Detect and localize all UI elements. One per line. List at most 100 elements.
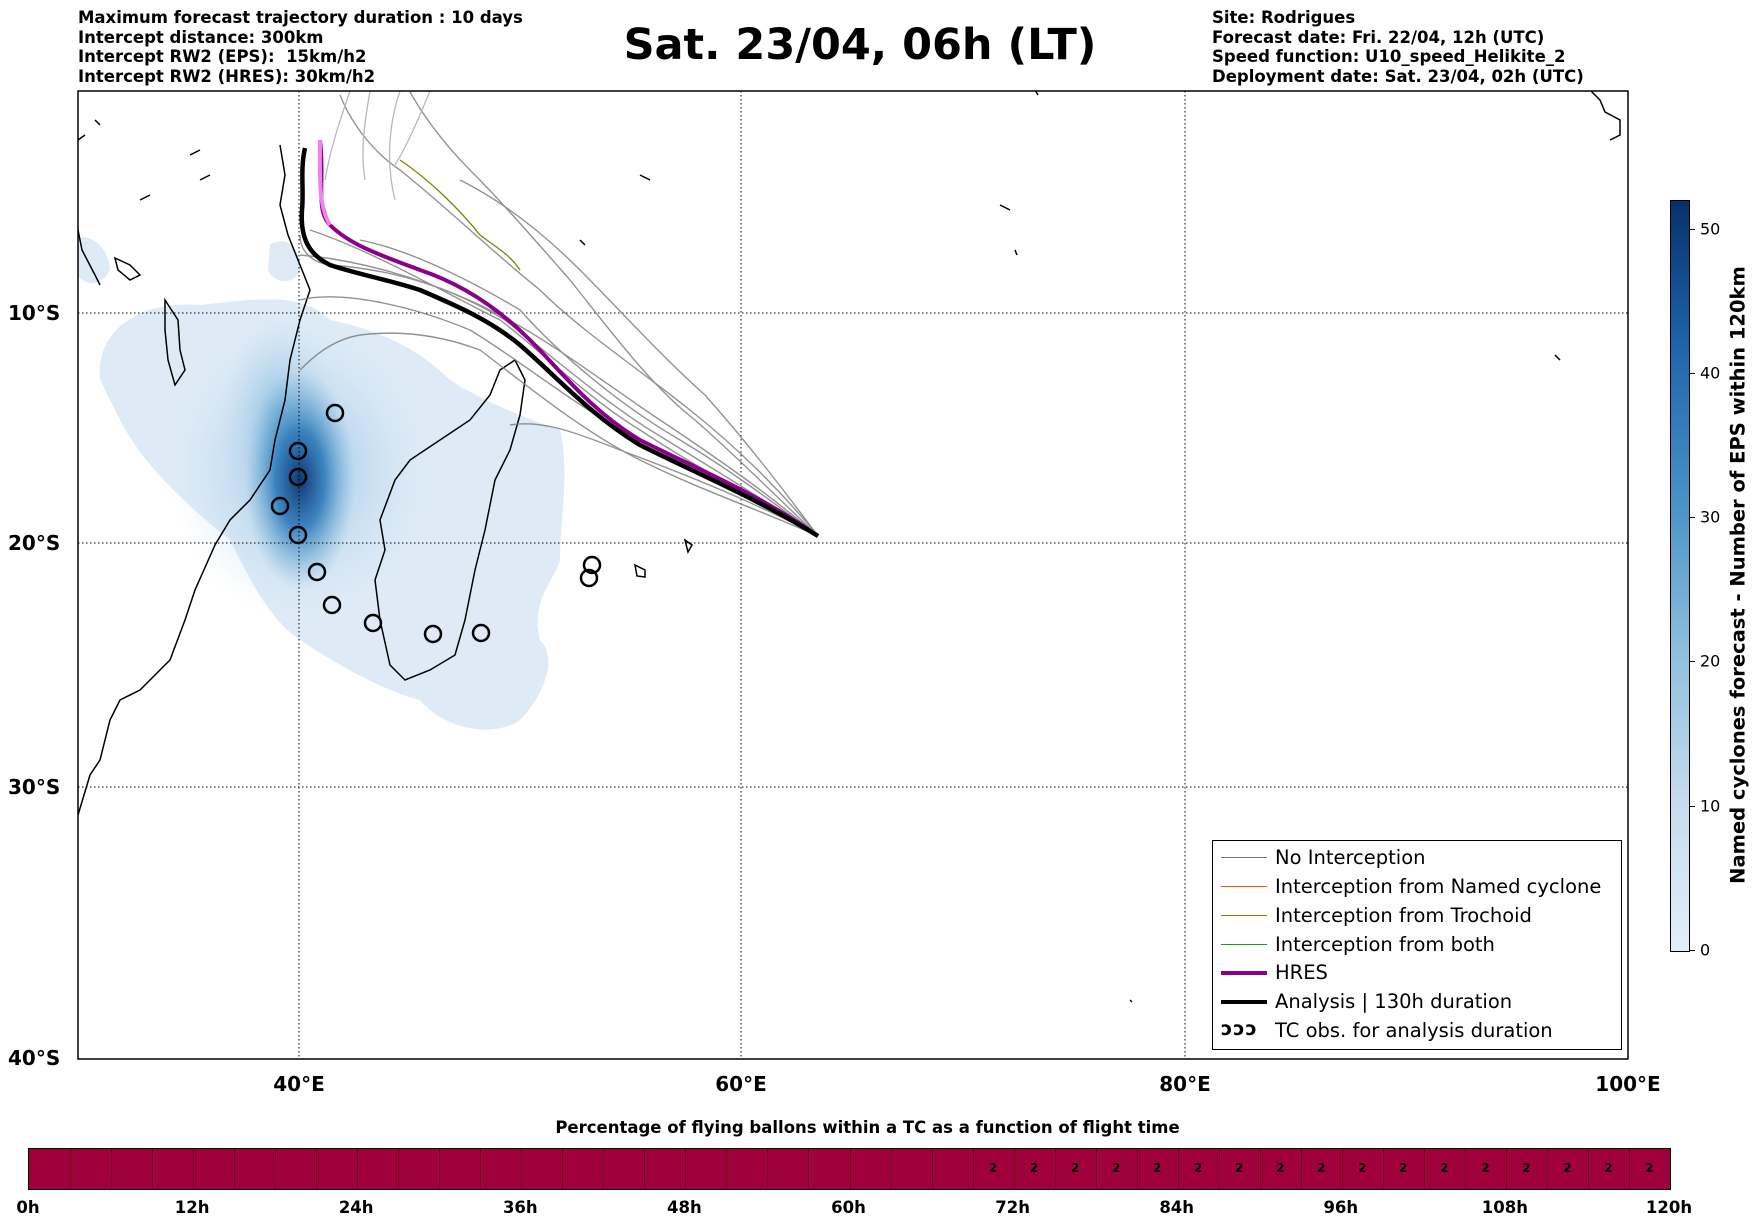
flight-time-cell [931, 1149, 974, 1189]
flight-time-cell [1054, 1149, 1097, 1189]
flight-time-cell [1341, 1149, 1384, 1189]
flight-time-cell [316, 1149, 358, 1189]
flight-time-cell [480, 1149, 522, 1189]
density-core [245, 370, 355, 590]
density-field [78, 237, 565, 730]
header-line: Forecast date: Fri. 22/04, 12h (UTC) [1212, 27, 1545, 47]
flight-time-value: 2 [1481, 1161, 1490, 1175]
island-coastline [683, 538, 693, 554]
colorbar-tick-label: 0 [1700, 940, 1711, 960]
flight-time-value: 2 [1194, 1161, 1203, 1175]
flight-time-value: 2 [1111, 1161, 1121, 1175]
header-line: Intercept RW2 (HRES): 30km/h2 [78, 66, 376, 86]
madagascar-coastline [374, 358, 526, 681]
flight-time-cell [1177, 1149, 1220, 1189]
legend-label: Analysis | 130h duration [1275, 990, 1513, 1013]
colorbar-tick-label: 10 [1700, 796, 1721, 816]
trajectory-no-interception [362, 91, 371, 181]
legend-label: Interception from Named cyclone [1275, 875, 1602, 898]
header-line: Deployment date: Sat. 23/04, 02h (UTC) [1212, 66, 1584, 86]
colorbar-tick-label: 30 [1700, 507, 1721, 527]
flight-time-value: 2 [1399, 1161, 1408, 1175]
tc-obs-marker [423, 624, 443, 644]
flight-time-value: 2 [1604, 1161, 1613, 1175]
flight-time-cell [562, 1149, 604, 1189]
flight-time-tick-label: 96h [1323, 1198, 1359, 1217]
flight-time-tick-label: 12h [174, 1198, 210, 1217]
lon-label-100e: 100°E [1595, 1072, 1661, 1096]
flight-time-value: 2 [1358, 1161, 1367, 1175]
flight-time-cell [644, 1149, 686, 1189]
density-light [78, 237, 110, 284]
lon-label-80e: 80°E [1159, 1072, 1211, 1096]
madagascar-west-coastline [78, 229, 101, 286]
flight-time-value: 2 [1645, 1161, 1654, 1175]
legend-item: Interception from both [1213, 931, 1621, 959]
flight-time-tick-label: 0h [16, 1198, 40, 1217]
flight-time-cell [275, 1149, 317, 1189]
trajectory-no-interception [388, 91, 401, 201]
lon-label-40e: 40°E [273, 1072, 325, 1096]
lat-label-10s: 10°S [8, 301, 61, 325]
flight-time-cell [1505, 1149, 1548, 1189]
hres-trajectory-start [317, 139, 332, 227]
flight-time-cell [603, 1149, 645, 1189]
tc-obs-symbol-icon: ↄↄↄ [1221, 1018, 1258, 1040]
legend-item: Interception from Trochoid [1213, 902, 1621, 930]
tc-obs-marker [471, 623, 491, 643]
lat-label-20s: 20°S [8, 531, 61, 555]
flight-time-tick-label: 72h [995, 1198, 1030, 1217]
colorbar-tick [1690, 950, 1695, 951]
flight-time-bar: 2 2 2 2 2 2 2 2 2 2 2 2 2 2 2 2 2 [28, 1148, 1671, 1190]
flight-time-cell [1423, 1149, 1466, 1189]
flight-time-value: 2 [1235, 1161, 1244, 1175]
trajectory-no-interception [509, 423, 819, 537]
flight-time-cell [1013, 1149, 1056, 1189]
colorbar-tick [1690, 229, 1695, 230]
legend-label: TC obs. for analysis duration [1275, 1019, 1553, 1042]
legend-swatch [1221, 971, 1267, 975]
flight-time-value: 2 [1153, 1161, 1162, 1175]
flight-time-cell [398, 1149, 440, 1189]
flight-time-value: 2 [1029, 1161, 1039, 1175]
trajectory-no-interception [324, 91, 351, 181]
tc-obs-marker [579, 568, 599, 588]
flight-time-cell [808, 1149, 850, 1189]
trajectory-no-interception [299, 254, 819, 537]
lat-label-30s: 30°S [8, 775, 61, 799]
gridlines [78, 91, 1628, 1059]
density-light [268, 241, 300, 282]
legend-swatch [1221, 944, 1267, 945]
legend-label: Interception from Trochoid [1275, 904, 1532, 927]
analysis-trajectory [299, 147, 820, 538]
tc-obs-marker [322, 595, 342, 615]
map-legend: No Interception Interception from Named … [1212, 840, 1622, 1050]
trajectory-no-interception [394, 91, 431, 166]
legend-swatch [1221, 886, 1267, 887]
flight-time-cell [1464, 1149, 1507, 1189]
legend-item: Interception from Named cyclone [1213, 873, 1621, 901]
flight-time-value: 2 [1563, 1161, 1572, 1175]
forecast-settings-header: Maximum forecast trajectory duration : 1… [78, 8, 523, 86]
coastlines [78, 91, 1621, 1003]
lake-coastline [164, 297, 186, 387]
tc-obs-marker [363, 613, 383, 633]
flight-time-cell [1300, 1149, 1343, 1189]
flight-time-cell [1546, 1149, 1589, 1189]
tc-obs-marker [325, 403, 345, 423]
flight-time-value: 2 [1317, 1161, 1326, 1175]
flight-time-tick-label: 120h [1645, 1198, 1693, 1217]
flight-time-tick-label: 60h [831, 1198, 866, 1217]
coast-fragment [78, 119, 211, 201]
flight-time-cell [521, 1149, 563, 1189]
flight-time-cell [439, 1149, 481, 1189]
header-line: Intercept RW2 (EPS): 15km/h2 [78, 47, 367, 66]
flight-time-cell [767, 1149, 809, 1189]
legend-item: ↄↄↄ TC obs. for analysis duration [1213, 1017, 1621, 1045]
legend-label: Interception from both [1275, 933, 1495, 956]
flight-time-value: 2 [1522, 1161, 1531, 1175]
colorbar-tick [1690, 373, 1695, 374]
legend-item: No Interception [1213, 844, 1621, 872]
flight-time-cell [1382, 1149, 1425, 1189]
